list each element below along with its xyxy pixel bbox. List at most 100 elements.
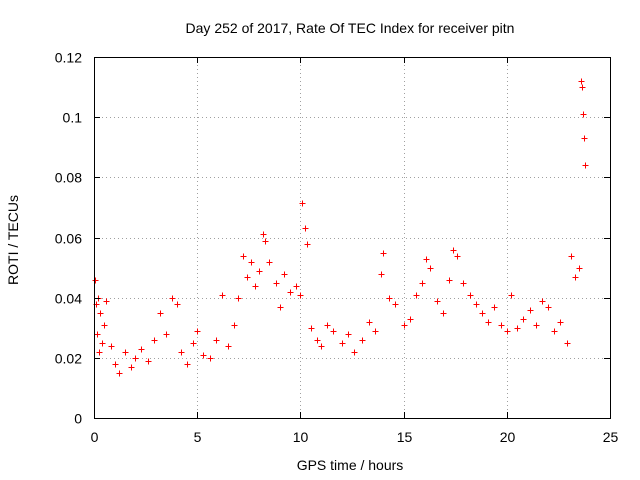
data-point	[101, 322, 108, 329]
data-point	[351, 349, 358, 356]
data-point	[568, 253, 575, 260]
data-point	[97, 310, 104, 317]
data-point	[446, 277, 453, 284]
data-point	[297, 292, 304, 299]
data-point	[266, 259, 273, 266]
y-tick-label: 0.04	[55, 291, 82, 307]
data-point	[219, 292, 226, 299]
data-point	[207, 355, 214, 362]
scatter-points	[92, 78, 589, 377]
chart-title: Day 252 of 2017, Rate Of TEC Index for r…	[186, 20, 515, 36]
data-point	[281, 271, 288, 278]
x-tick-label: 10	[293, 429, 309, 445]
data-point	[366, 319, 373, 326]
y-axis-label: ROTI / TECUs	[5, 195, 21, 285]
data-point	[169, 295, 176, 302]
x-tick-label: 15	[397, 429, 413, 445]
data-point	[248, 259, 255, 266]
data-point	[112, 361, 119, 368]
data-point	[419, 280, 426, 287]
data-point	[527, 307, 534, 314]
data-point	[128, 364, 135, 371]
x-tick-label: 0	[91, 429, 99, 445]
data-point	[277, 304, 284, 311]
data-point	[473, 301, 480, 308]
data-point	[423, 256, 430, 263]
data-point	[103, 298, 110, 305]
data-point	[498, 322, 505, 329]
data-point	[378, 271, 385, 278]
data-point	[520, 316, 527, 323]
y-tick-label: 0	[74, 411, 82, 427]
data-point	[308, 325, 315, 332]
data-point	[450, 247, 457, 254]
y-tick-label: 0.12	[55, 50, 82, 66]
data-point	[157, 310, 164, 317]
data-point	[174, 301, 181, 308]
data-point	[132, 355, 139, 362]
data-point	[380, 250, 387, 257]
y-tick-label: 0.08	[55, 170, 82, 186]
data-point	[491, 304, 498, 311]
data-point	[213, 337, 220, 344]
data-point	[514, 325, 521, 332]
x-tick-label: 20	[500, 429, 516, 445]
data-point	[302, 225, 309, 232]
data-point	[576, 265, 583, 272]
data-point	[184, 361, 191, 368]
data-point	[372, 328, 379, 335]
data-point	[151, 337, 158, 344]
data-point	[256, 268, 263, 275]
data-point	[557, 319, 564, 326]
data-point	[244, 274, 251, 281]
data-point	[260, 231, 267, 238]
data-point	[138, 346, 145, 353]
data-point	[460, 280, 467, 287]
data-point	[252, 283, 259, 290]
data-point	[427, 265, 434, 272]
data-point	[273, 280, 280, 287]
data-point	[262, 238, 269, 245]
data-point	[235, 295, 242, 302]
data-point	[225, 343, 232, 350]
data-point	[345, 331, 352, 338]
data-point	[578, 78, 585, 85]
data-point	[116, 370, 123, 377]
data-point	[287, 289, 294, 296]
data-point	[434, 298, 441, 305]
data-point	[564, 340, 571, 347]
x-tick-label: 25	[603, 429, 619, 445]
data-point	[401, 322, 408, 329]
y-tick-label: 0.02	[55, 351, 82, 367]
data-point	[330, 328, 337, 335]
data-point	[240, 253, 247, 260]
data-point	[304, 241, 311, 248]
data-point	[231, 322, 238, 329]
data-point	[178, 349, 185, 356]
data-point	[508, 292, 515, 299]
y-tick-label: 0.06	[55, 231, 82, 247]
data-point	[99, 340, 106, 347]
data-point	[194, 328, 201, 335]
data-point	[413, 292, 420, 299]
data-point	[581, 135, 588, 142]
data-point	[545, 304, 552, 311]
data-point	[572, 274, 579, 281]
data-point	[539, 298, 546, 305]
x-tick-label: 5	[194, 429, 202, 445]
data-point	[190, 340, 197, 347]
data-point	[533, 322, 540, 329]
data-point	[579, 84, 586, 91]
data-point	[94, 331, 101, 338]
data-point	[392, 301, 399, 308]
data-point	[163, 331, 170, 338]
data-point	[551, 328, 558, 335]
data-point	[96, 349, 103, 356]
data-point	[108, 343, 115, 350]
data-point	[359, 337, 366, 344]
data-point	[454, 253, 461, 260]
data-point	[293, 283, 300, 290]
data-point	[200, 352, 207, 359]
data-point	[467, 292, 474, 299]
